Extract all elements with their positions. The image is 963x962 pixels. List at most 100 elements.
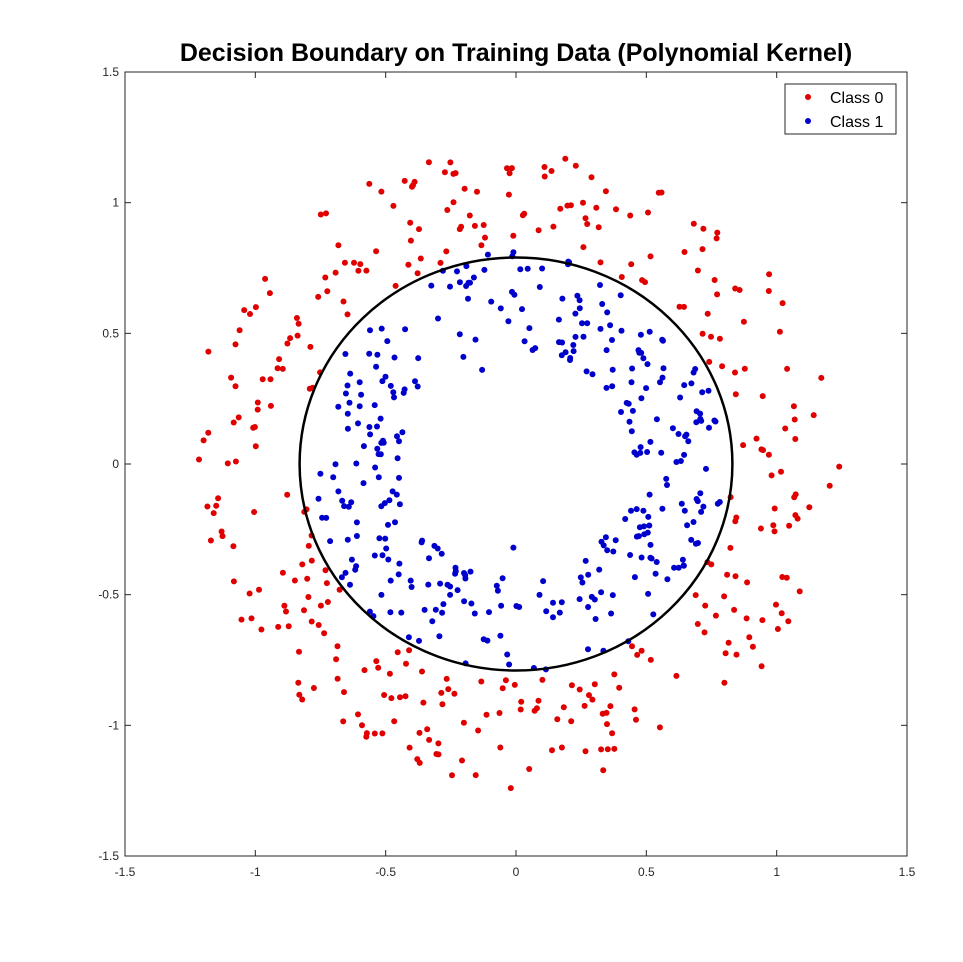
point-class-0 xyxy=(576,686,583,693)
x-tick-label: -0.5 xyxy=(375,865,396,879)
point-class-1 xyxy=(472,336,479,343)
point-class-1 xyxy=(315,495,322,502)
point-class-1 xyxy=(392,519,398,526)
point-class-0 xyxy=(785,618,792,625)
legend-marker-class-1 xyxy=(805,118,811,124)
point-class-0 xyxy=(210,510,217,517)
point-class-0 xyxy=(403,660,409,667)
point-class-0 xyxy=(324,599,331,605)
point-class-0 xyxy=(589,696,596,703)
point-class-1 xyxy=(375,474,382,481)
point-class-1 xyxy=(367,431,374,438)
point-class-1 xyxy=(419,537,426,544)
point-class-0 xyxy=(535,227,542,234)
point-class-1 xyxy=(678,500,685,507)
point-class-1 xyxy=(622,516,629,522)
point-class-1 xyxy=(390,389,397,396)
legend-label-class-0: Class 0 xyxy=(830,90,883,107)
point-class-0 xyxy=(604,746,611,753)
point-class-0 xyxy=(205,429,212,436)
point-class-1 xyxy=(698,508,705,515)
point-class-0 xyxy=(554,716,561,723)
point-class-1 xyxy=(335,403,342,410)
point-class-0 xyxy=(647,253,654,260)
point-class-0 xyxy=(355,711,361,718)
point-class-0 xyxy=(450,199,457,206)
point-class-0 xyxy=(591,681,598,688)
point-class-1 xyxy=(346,399,353,406)
point-class-0 xyxy=(340,718,347,725)
point-class-1 xyxy=(712,418,719,425)
point-class-1 xyxy=(344,410,351,417)
point-class-1 xyxy=(347,581,353,588)
point-class-0 xyxy=(474,188,480,195)
point-class-0 xyxy=(315,293,322,300)
point-class-1 xyxy=(591,596,598,603)
point-class-0 xyxy=(299,696,306,703)
point-class-1 xyxy=(353,563,360,570)
point-class-1 xyxy=(338,574,345,581)
point-class-1 xyxy=(645,513,652,520)
point-class-0 xyxy=(746,634,753,641)
point-class-1 xyxy=(585,604,592,610)
point-class-0 xyxy=(420,699,427,706)
point-class-1 xyxy=(618,327,625,334)
point-class-0 xyxy=(232,383,239,390)
point-class-1 xyxy=(494,587,501,594)
point-class-1 xyxy=(618,409,624,415)
point-class-1 xyxy=(659,374,666,381)
point-class-0 xyxy=(204,503,211,510)
point-class-1 xyxy=(471,610,478,617)
point-class-0 xyxy=(716,335,723,342)
point-class-1 xyxy=(644,529,651,536)
point-class-0 xyxy=(806,504,813,511)
point-class-1 xyxy=(463,263,470,270)
point-class-0 xyxy=(694,621,701,627)
point-class-0 xyxy=(334,643,341,650)
point-class-0 xyxy=(506,170,513,177)
point-class-1 xyxy=(602,534,609,541)
point-class-0 xyxy=(740,442,747,449)
point-class-0 xyxy=(452,170,459,177)
point-class-1 xyxy=(484,251,491,258)
point-class-1 xyxy=(436,633,443,640)
point-class-0 xyxy=(439,701,446,708)
point-class-0 xyxy=(410,182,416,189)
point-class-0 xyxy=(611,671,618,678)
point-class-0 xyxy=(386,670,393,677)
point-class-1 xyxy=(347,370,354,377)
point-class-0 xyxy=(818,374,825,381)
point-class-0 xyxy=(597,259,604,266)
point-class-1 xyxy=(463,283,470,289)
point-class-1 xyxy=(636,524,643,531)
point-class-0 xyxy=(414,270,421,277)
point-class-1 xyxy=(432,606,439,613)
point-class-0 xyxy=(713,235,720,242)
point-class-0 xyxy=(766,271,773,278)
point-class-1 xyxy=(415,355,422,362)
point-class-1 xyxy=(529,347,536,353)
point-class-0 xyxy=(634,651,641,658)
point-class-0 xyxy=(378,188,385,195)
point-class-0 xyxy=(598,746,605,753)
point-class-1 xyxy=(607,322,614,329)
point-class-0 xyxy=(711,277,718,283)
point-class-1 xyxy=(679,556,686,563)
point-class-1 xyxy=(366,424,373,430)
point-class-0 xyxy=(699,330,706,337)
point-class-1 xyxy=(555,316,562,323)
point-class-1 xyxy=(608,610,615,617)
point-class-0 xyxy=(776,328,783,335)
point-class-0 xyxy=(218,528,225,535)
y-tick-label: -0.5 xyxy=(98,588,119,602)
point-class-0 xyxy=(305,542,312,549)
chart-title: Decision Boundary on Training Data (Poly… xyxy=(180,39,852,67)
point-class-0 xyxy=(572,162,579,169)
point-class-0 xyxy=(322,274,329,281)
point-class-0 xyxy=(757,525,764,532)
point-class-1 xyxy=(699,389,706,396)
point-class-1 xyxy=(519,306,525,313)
point-class-0 xyxy=(790,403,797,410)
y-tick-label: 1 xyxy=(112,196,119,210)
point-class-0 xyxy=(526,766,533,772)
